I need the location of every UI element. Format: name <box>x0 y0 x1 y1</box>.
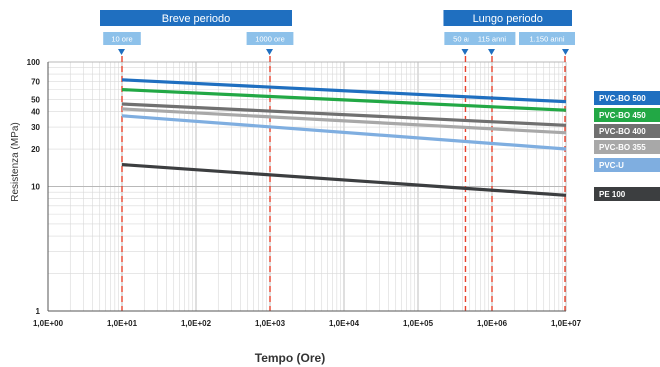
legend-entry-label: PVC-BO 355 <box>599 143 646 152</box>
period-banner-label: Lungo periodo <box>473 13 543 25</box>
series-line <box>121 78 567 104</box>
series-line <box>121 163 567 197</box>
marker-label: 1000 ore <box>255 35 285 44</box>
x-tick-label: 1,0E+02 <box>181 319 212 328</box>
y-tick-label: 30 <box>31 123 40 132</box>
series-line <box>121 102 567 127</box>
marker-triangle <box>266 49 273 55</box>
series-line <box>121 88 567 112</box>
marker-label: 1.150 anni <box>529 35 564 44</box>
x-tick-label: 1,0E+01 <box>107 319 138 328</box>
y-tick-label: 1 <box>36 307 41 316</box>
x-axis-label: Tempo (Ore) <box>255 351 325 365</box>
legend-swatch <box>594 187 660 201</box>
y-tick-label: 20 <box>31 145 40 154</box>
marker-label: 50 anni <box>453 35 478 44</box>
x-tick-label: 1,0E+05 <box>403 319 434 328</box>
series-lines <box>121 78 567 197</box>
legend-entry-label: PVC-BO 400 <box>599 127 646 136</box>
legend-swatch <box>594 140 660 154</box>
marker-label: 115 anni <box>478 35 507 44</box>
legend-entry-label: PVC-BO 500 <box>599 94 646 103</box>
period-banner-label: Breve periodo <box>162 13 231 25</box>
legend-swatch <box>594 124 660 138</box>
x-tick-label: 1,0E+07 <box>551 319 582 328</box>
marker-triangle <box>562 49 569 55</box>
y-tick-label: 70 <box>31 77 40 86</box>
y-tick-label: 40 <box>31 108 40 117</box>
x-tick-label: 1,0E+04 <box>329 319 360 328</box>
y-tick-label: 50 <box>31 95 40 104</box>
x-tick-label: 1,0E+03 <box>255 319 286 328</box>
period-banner <box>100 10 292 26</box>
marker-label-box <box>468 32 516 45</box>
legend-swatch <box>594 91 660 105</box>
grid <box>47 61 567 312</box>
marker-triangle <box>488 49 495 55</box>
marker-label-box <box>246 32 294 45</box>
legend-entry-label: PE 100 <box>599 190 626 199</box>
x-tick-label: 1,0E+00 <box>33 319 64 328</box>
y-axis-label: Resistenza (MPa) <box>10 122 21 201</box>
y-tick-label: 10 <box>31 183 40 192</box>
legend-swatch <box>594 108 660 122</box>
marker-triangle <box>461 49 469 55</box>
axes: 1,0E+00 1,0E+01 1,0E+02 1,0E+03 1,0E+04 1,0E+… <box>27 58 582 328</box>
period-banner <box>443 10 572 26</box>
marker-label-box <box>103 32 141 45</box>
legend-entry-label: PVC-BO 450 <box>599 111 646 120</box>
legend: PVC-BO 500 PVC-BO 450 PVC-BO 400 PVC-BO 355… <box>594 91 660 201</box>
marker-label-box <box>519 32 575 45</box>
y-tick-label: 100 <box>27 58 41 67</box>
legend-entry-label: PVC-U <box>599 161 624 170</box>
legend-swatch <box>594 158 660 172</box>
period-banners: Breve periodo Lungo periodo 10 ore 1000 ore… <box>100 10 575 55</box>
marker-triangle <box>118 49 125 55</box>
marker-label: 10 ore <box>111 35 132 44</box>
x-tick-label: 1,0E+06 <box>477 319 508 328</box>
series-line <box>121 107 567 135</box>
series-line <box>121 114 567 151</box>
